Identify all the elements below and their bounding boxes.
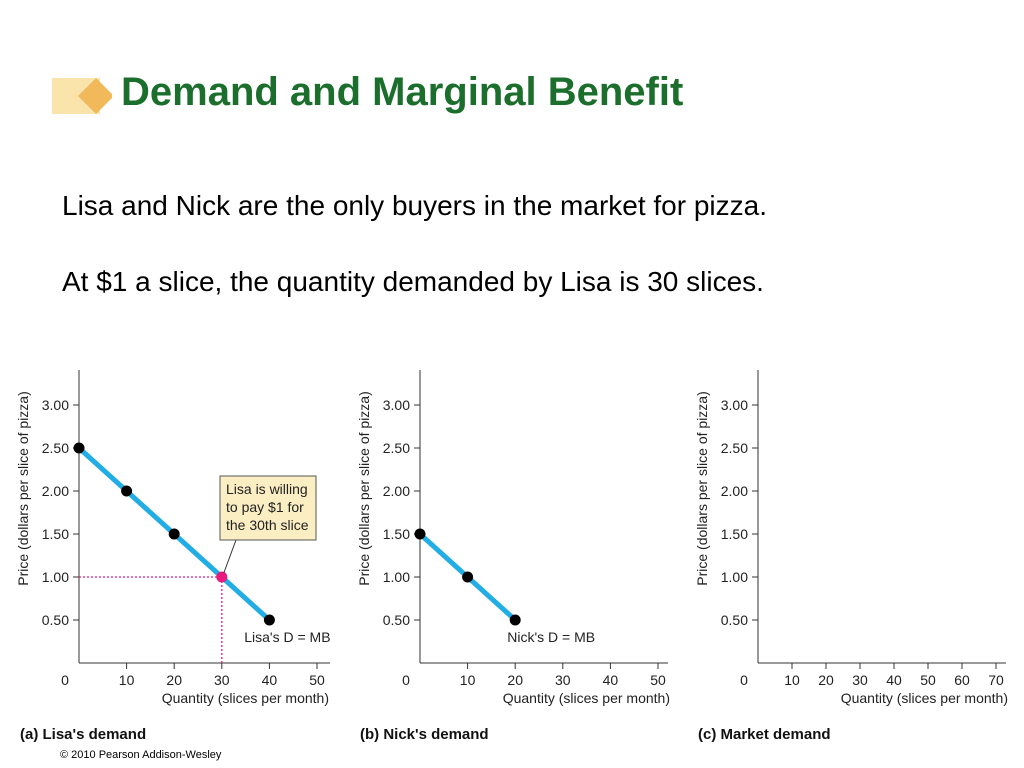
y-axis-title: Price (dollars per slice of pizza) <box>356 391 372 586</box>
data-point <box>263 614 275 626</box>
x-tick-label: 0 <box>61 672 69 688</box>
x-tick-label: 50 <box>650 672 666 688</box>
x-axis-title: Quantity (slices per month) <box>841 690 1008 706</box>
panel-c-caption: (c) Market demand <box>698 726 831 743</box>
panel-b-caption: (b) Nick's demand <box>360 726 489 743</box>
data-point <box>414 528 426 540</box>
x-tick-label: 30 <box>555 672 571 688</box>
demand-curve-label: Nick's D = MB <box>507 629 595 645</box>
x-tick-label: 20 <box>166 672 182 688</box>
chart-panel-c: 0.50 1.00 1.50 2.00 2.50 3.00 0 10 20 30 40 50 60 70 Q… <box>694 370 1008 706</box>
chart-panel-b: 0.50 1.00 1.50 2.00 2.50 3.00 0 10 20 30 40 50 Quant… <box>356 370 670 706</box>
y-tick-label: 3.00 <box>721 397 748 413</box>
y-tick-label: 2.50 <box>721 440 748 456</box>
x-tick-label: 40 <box>603 672 619 688</box>
y-tick-label: 2.00 <box>721 483 748 499</box>
x-tick-label: 0 <box>740 672 748 688</box>
y-axis-title: Price (dollars per slice of pizza) <box>694 391 710 586</box>
demand-curve-label: Lisa's D = MB <box>244 629 330 645</box>
x-tick-label: 20 <box>818 672 834 688</box>
data-point <box>168 528 180 540</box>
copyright-notice: © 2010 Pearson Addison-Wesley <box>60 749 222 761</box>
callout-pointer <box>223 539 237 574</box>
y-tick-label: 2.50 <box>383 440 410 456</box>
callout-box <box>219 475 317 541</box>
data-point <box>509 614 521 626</box>
panel-a-caption: (a) Lisa's demand <box>20 726 147 743</box>
data-point <box>462 571 474 583</box>
body-text-line-1: Lisa and Nick are the only buyers in the… <box>62 190 768 221</box>
callout-text-line: the 30th slice <box>226 517 309 533</box>
y-tick-label: 3.00 <box>383 397 410 413</box>
data-point <box>73 442 85 454</box>
y-tick-label: 0.50 <box>42 612 69 628</box>
x-tick-label: 70 <box>988 672 1004 688</box>
body-text-line-2: At $1 a slice, the quantity demanded by … <box>62 266 764 297</box>
x-axis-title: Quantity (slices per month) <box>162 690 329 706</box>
x-tick-label: 20 <box>507 672 523 688</box>
x-tick-label: 10 <box>784 672 800 688</box>
y-tick-label: 2.00 <box>383 483 410 499</box>
y-tick-label: 1.00 <box>383 569 410 585</box>
x-tick-label: 10 <box>460 672 476 688</box>
chart-panel-a: 0.50 1.00 1.50 2.00 2.50 3.00 0 10 20 30 40 50 Quant… <box>15 370 331 706</box>
slide-title: Demand and Marginal Benefit <box>121 70 684 114</box>
highlight-point <box>216 571 228 583</box>
y-tick-label: 2.00 <box>42 483 69 499</box>
x-tick-label: 30 <box>214 672 230 688</box>
y-tick-label: 2.50 <box>42 440 69 456</box>
y-tick-label: 1.50 <box>42 526 69 542</box>
y-tick-label: 3.00 <box>42 397 69 413</box>
x-tick-label: 50 <box>920 672 936 688</box>
y-tick-label: 1.00 <box>721 569 748 585</box>
y-tick-label: 0.50 <box>383 612 410 628</box>
y-axis-title: Price (dollars per slice of pizza) <box>15 391 31 586</box>
y-tick-label: 1.50 <box>721 526 748 542</box>
title-diamond-icon <box>52 78 112 114</box>
x-tick-label: 50 <box>309 672 325 688</box>
x-axis-title: Quantity (slices per month) <box>503 690 670 706</box>
y-tick-label: 1.00 <box>42 569 69 585</box>
y-tick-label: 1.50 <box>383 526 410 542</box>
x-tick-label: 40 <box>262 672 278 688</box>
x-tick-label: 0 <box>402 672 410 688</box>
demand-charts: 0.50 1.00 1.50 2.00 2.50 3.00 0 10 20 30 40 50 Quant… <box>15 370 1008 706</box>
callout-text-line: Lisa is willing <box>226 481 308 497</box>
x-tick-label: 60 <box>954 672 970 688</box>
y-tick-label: 0.50 <box>721 612 748 628</box>
callout-text-line: to pay $1 for <box>226 499 304 515</box>
data-point <box>121 485 133 497</box>
x-tick-label: 10 <box>119 672 135 688</box>
x-tick-label: 40 <box>886 672 902 688</box>
x-tick-label: 30 <box>852 672 868 688</box>
